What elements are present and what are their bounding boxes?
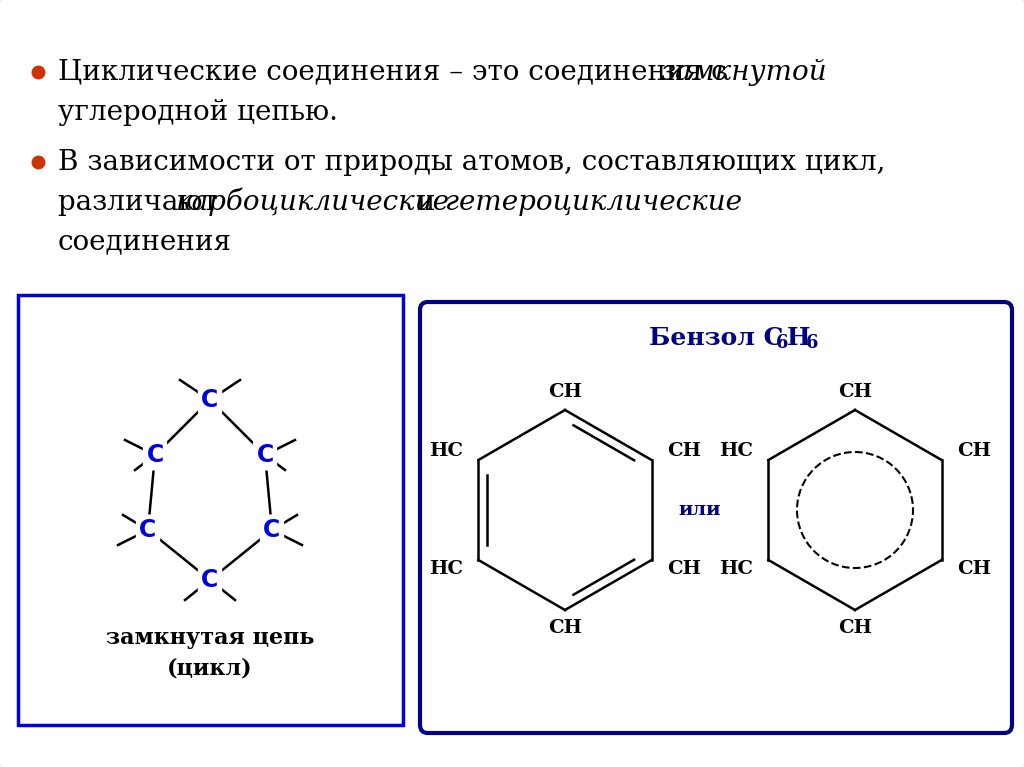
Text: HC: HC [719,560,753,578]
Text: HC: HC [429,442,463,460]
Text: замкнутая цепь: замкнутая цепь [105,627,314,649]
Text: C: C [146,443,164,467]
Text: CH: CH [668,442,701,460]
Text: 6: 6 [806,334,818,352]
Text: и: и [408,189,444,216]
Text: CH: CH [668,560,701,578]
Text: CH: CH [548,383,582,401]
Text: карбоциклические: карбоциклические [175,188,449,216]
Text: CH: CH [838,383,872,401]
FancyBboxPatch shape [18,295,403,725]
Text: CH: CH [957,442,991,460]
Text: HC: HC [719,442,753,460]
Text: C: C [256,443,273,467]
Text: замкнутой: замкнутой [660,58,826,85]
Text: различают: различают [58,189,226,216]
Text: 6: 6 [776,334,788,352]
Text: (цикл): (цикл) [167,657,253,679]
Text: соединения: соединения [58,229,232,255]
Text: CH: CH [838,619,872,637]
Text: CH: CH [957,560,991,578]
Text: CH: CH [548,619,582,637]
Text: C: C [202,568,219,592]
FancyBboxPatch shape [420,302,1012,733]
Text: гетероциклические: гетероциклические [445,189,742,216]
Text: углеродной цепью.: углеродной цепью. [58,98,338,126]
Text: или: или [679,501,721,519]
Text: В зависимости от природы атомов, составляющих цикл,: В зависимости от природы атомов, составл… [58,149,886,176]
Text: Циклические соединения – это соединения с: Циклические соединения – это соединения … [58,58,735,85]
Text: C: C [139,518,157,542]
Text: H: H [787,326,811,350]
Text: HC: HC [429,560,463,578]
Text: Бензол C: Бензол C [649,326,783,350]
Text: C: C [202,388,219,412]
Text: C: C [263,518,281,542]
